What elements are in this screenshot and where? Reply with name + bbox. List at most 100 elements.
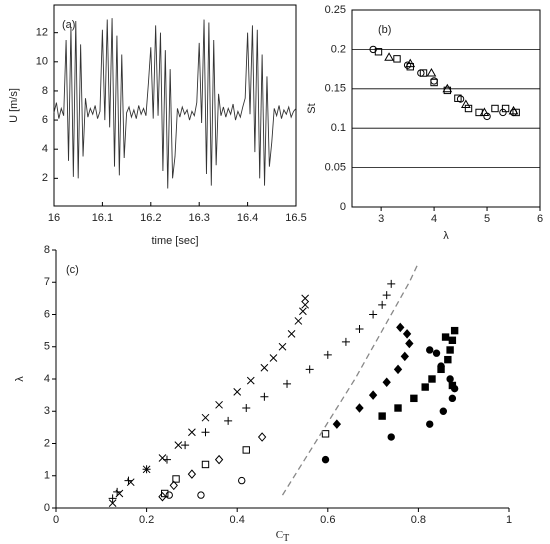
marker-diamond — [400, 351, 409, 362]
marker-square — [491, 104, 499, 113]
marker-circle — [450, 384, 459, 393]
x-tick-label: 0.6 — [320, 514, 335, 526]
x-tick-label: 16.5 — [285, 212, 306, 224]
marker-diamond — [396, 322, 405, 333]
marker-square — [512, 108, 520, 117]
marker-x — [188, 428, 196, 437]
marker-circle — [456, 95, 465, 103]
marker-diamond — [405, 338, 414, 349]
marker-square — [454, 94, 462, 102]
marker-square — [394, 404, 402, 412]
marker-triangle — [426, 68, 437, 77]
marker-square — [419, 69, 428, 77]
y-tick-label: 0.1 — [331, 122, 346, 134]
y-tick-label: 8 — [42, 85, 48, 97]
marker-circle — [437, 362, 445, 370]
y-tick-label: 0 — [44, 502, 50, 514]
marker-circle — [165, 491, 173, 499]
marker-square — [321, 430, 330, 438]
marker-square — [378, 412, 386, 420]
marker-square — [443, 86, 452, 95]
marker-plus — [113, 487, 122, 496]
marker-square — [444, 355, 452, 364]
marker-circle — [446, 375, 454, 383]
marker-triangle — [384, 52, 394, 61]
x-axis-label-text: time [sec] — [151, 235, 198, 247]
marker-square — [475, 108, 483, 117]
marker-plus — [382, 291, 391, 300]
y-tick-label: 0.15 — [325, 83, 346, 95]
x-axis-label: time [sec] — [151, 235, 198, 247]
marker-square — [406, 63, 414, 71]
marker-plus — [369, 310, 378, 319]
marker-plus — [283, 379, 292, 388]
marker-plus — [341, 337, 350, 346]
marker-square — [242, 446, 250, 454]
marker-square — [201, 460, 210, 469]
marker-square — [441, 333, 450, 341]
marker-plus — [323, 350, 332, 359]
marker-square — [464, 104, 473, 113]
y-tick-label: 10 — [36, 56, 48, 68]
x-axis-label-text: λ — [443, 230, 449, 242]
marker-plus — [162, 455, 171, 464]
marker-x — [294, 317, 303, 325]
marker-x — [246, 376, 255, 385]
marker-circle — [387, 433, 395, 441]
y-tick-label: 0.25 — [325, 4, 346, 16]
marker-plus — [124, 476, 133, 485]
marker-circle — [369, 45, 377, 54]
marker-diamond — [158, 491, 167, 502]
x-tick-label: 0.2 — [139, 514, 154, 526]
marker-x — [108, 499, 117, 508]
marker-x — [269, 354, 278, 362]
x-tick-label: 1 — [506, 514, 512, 526]
y-tick-label: 6 — [44, 308, 50, 320]
y-tick-label: 4 — [42, 143, 48, 155]
y-tick-label: 8 — [44, 244, 50, 256]
marker-x — [278, 342, 287, 351]
x-axis-label-text: C — [276, 529, 283, 541]
y-tick-label: 4 — [44, 373, 50, 385]
x-tick-label: 16.2 — [140, 212, 161, 224]
marker-triangle — [508, 105, 519, 115]
marker-square — [421, 383, 429, 391]
marker-circle — [197, 491, 205, 499]
marker-square — [430, 78, 438, 87]
marker-x — [287, 329, 296, 338]
marker-square — [428, 375, 436, 383]
panel: 2 4 6 8 10 12 16 16.1 16.2 16.3 16.4 16.5 time [sec]… — [8, 4, 307, 247]
y-tick-label: 0.2 — [331, 43, 346, 55]
marker-diamond — [368, 390, 378, 400]
dashed-curve — [281, 262, 419, 496]
marker-x — [260, 363, 269, 372]
marker-square — [374, 48, 383, 56]
signal-line — [53, 18, 297, 189]
y-axis-label: U [m/s] — [8, 88, 20, 123]
x-tick-label: 3 — [378, 213, 384, 225]
marker-triangle — [460, 99, 471, 109]
x-tick-label: 16.4 — [237, 212, 258, 224]
y-tick-label: 2 — [42, 172, 48, 184]
x-tick-label: 0.4 — [230, 514, 245, 526]
marker-circle — [430, 77, 438, 85]
marker-x — [215, 400, 223, 409]
marker-square — [393, 55, 401, 63]
marker-plus — [242, 404, 251, 413]
marker-diamond — [382, 377, 391, 387]
y-axis-label: St — [306, 103, 318, 113]
y-tick-label: 6 — [42, 114, 48, 126]
marker-plus — [260, 392, 269, 401]
marker-diamond — [402, 329, 412, 339]
x-tick-label: 16.3 — [188, 212, 209, 224]
marker-plus — [201, 428, 210, 437]
x-tick-label: 0.8 — [411, 514, 426, 526]
marker-triangle — [442, 83, 453, 93]
marker-diamond — [214, 454, 224, 465]
marker-circle — [321, 455, 330, 464]
marker-circle — [448, 394, 457, 403]
marker-circle — [238, 476, 246, 485]
marker-circle — [432, 349, 441, 357]
